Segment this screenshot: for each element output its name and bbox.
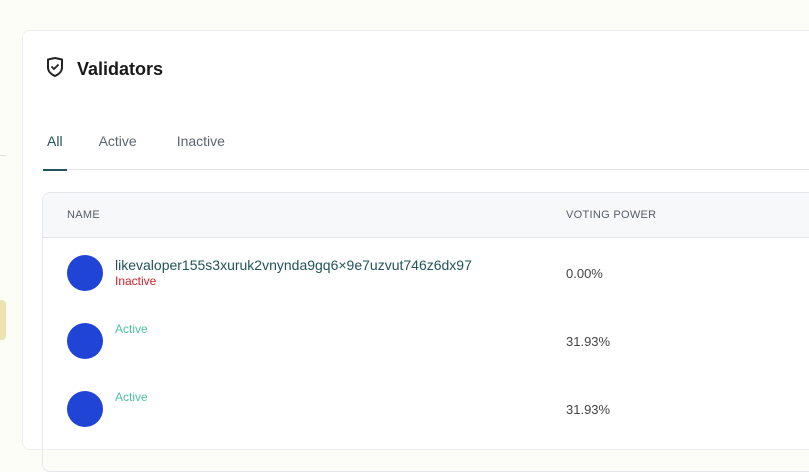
avatar bbox=[67, 255, 103, 291]
status-badge: Inactive bbox=[115, 274, 157, 288]
column-voting-power[interactable]: VOTING POWER bbox=[566, 209, 657, 221]
sidebar-divider bbox=[0, 155, 6, 156]
voting-power: 31.93% bbox=[566, 334, 611, 349]
tab-bar: All Active Inactive bbox=[43, 123, 809, 171]
voting-power: 31.93% bbox=[566, 402, 611, 417]
status-badge: Active bbox=[115, 390, 148, 404]
sidebar-highlight bbox=[0, 300, 6, 340]
table-row[interactable]: likevaloper155s3xuruk2vnynda9gq6×9e7uzvu… bbox=[43, 238, 809, 306]
avatar bbox=[67, 391, 103, 427]
validators-card: Validators All Active Inactive NAME VOTI… bbox=[22, 30, 809, 472]
tab-inactive[interactable]: Inactive bbox=[176, 133, 225, 149]
tab-active[interactable]: Active bbox=[98, 133, 137, 149]
table-header: NAME VOTING POWER bbox=[43, 193, 809, 238]
validators-table: NAME VOTING POWER likevaloper155s3xuruk2… bbox=[42, 192, 809, 472]
card-header: Validators bbox=[45, 56, 163, 83]
column-name[interactable]: NAME bbox=[67, 209, 100, 221]
status-badge: Active bbox=[115, 322, 148, 336]
voting-power: 0.00% bbox=[566, 266, 603, 281]
table-row[interactable]: Active 31.93% bbox=[43, 374, 809, 442]
shield-check-icon bbox=[45, 56, 65, 83]
avatar bbox=[67, 323, 103, 359]
page-title: Validators bbox=[77, 59, 164, 79]
table-row[interactable]: Active 31.93% bbox=[43, 306, 809, 374]
validator-address[interactable]: likevaloper155s3xuruk2vnynda9gq6×9e7uzvu… bbox=[115, 257, 472, 273]
tab-all[interactable]: All bbox=[43, 123, 67, 171]
